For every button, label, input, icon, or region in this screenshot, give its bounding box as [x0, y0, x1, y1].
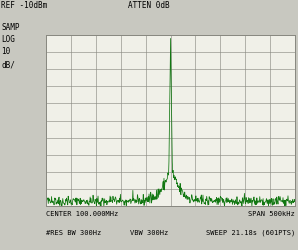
Text: 10: 10: [1, 48, 11, 56]
Text: dB/: dB/: [1, 60, 15, 69]
Text: SAMP: SAMP: [1, 22, 20, 32]
Text: CENTER 100.000MHz: CENTER 100.000MHz: [46, 211, 118, 217]
Text: VBW 300Hz: VBW 300Hz: [130, 230, 168, 236]
Text: REF -10dBm: REF -10dBm: [1, 1, 48, 10]
Text: ATTEN 0dB: ATTEN 0dB: [128, 1, 170, 10]
Text: #RES BW 300Hz: #RES BW 300Hz: [46, 230, 101, 236]
Text: LOG: LOG: [1, 35, 15, 44]
Text: SWEEP 21.18s (601PTS): SWEEP 21.18s (601PTS): [206, 230, 295, 236]
Text: SPAN 500kHz: SPAN 500kHz: [248, 211, 295, 217]
